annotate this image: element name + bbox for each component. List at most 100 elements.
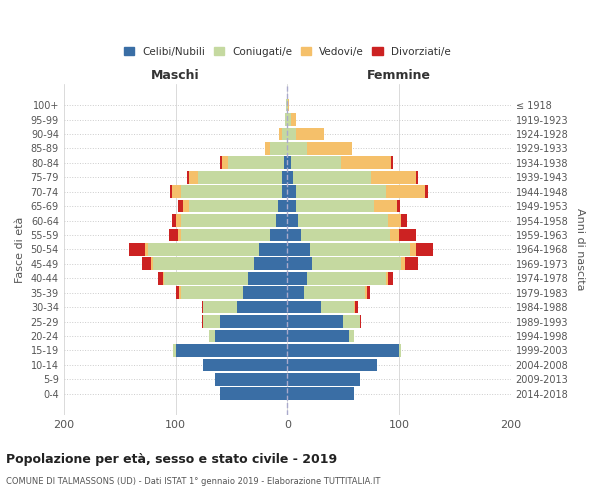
Bar xyxy=(287,330,349,342)
Bar xyxy=(410,243,416,256)
Bar xyxy=(202,301,203,314)
Bar xyxy=(360,315,361,328)
Y-axis label: Fasce di età: Fasce di età xyxy=(15,216,25,282)
Bar xyxy=(281,171,287,183)
Bar xyxy=(287,344,399,357)
Bar xyxy=(220,156,223,169)
Bar xyxy=(220,315,287,328)
Bar xyxy=(169,228,178,241)
Bar xyxy=(290,156,341,169)
Bar xyxy=(181,228,271,241)
Bar xyxy=(304,286,365,299)
Bar xyxy=(401,214,407,227)
Bar xyxy=(287,228,301,241)
Bar xyxy=(176,286,179,299)
Bar xyxy=(145,243,148,256)
Bar xyxy=(172,214,176,227)
Text: Popolazione per età, sesso e stato civile - 2019: Popolazione per età, sesso e stato civil… xyxy=(6,452,337,466)
Bar xyxy=(128,243,145,256)
Bar xyxy=(181,214,276,227)
Bar xyxy=(202,315,203,328)
Bar xyxy=(287,286,304,299)
Bar xyxy=(153,258,254,270)
Bar xyxy=(343,315,360,328)
Bar xyxy=(296,128,324,140)
Bar xyxy=(386,272,388,284)
Bar xyxy=(184,200,189,212)
Bar xyxy=(284,156,287,169)
Bar xyxy=(287,142,307,154)
Bar xyxy=(287,156,290,169)
Bar xyxy=(355,301,358,314)
Bar xyxy=(203,358,287,371)
Bar xyxy=(399,344,401,357)
Bar xyxy=(198,171,281,183)
Bar xyxy=(287,373,360,386)
Bar xyxy=(271,228,287,241)
Text: Femmine: Femmine xyxy=(367,69,431,82)
Text: COMUNE DI TALMASSONS (UD) - Dati ISTAT 1° gennaio 2019 - Elaborazione TUTTITALIA: COMUNE DI TALMASSONS (UD) - Dati ISTAT 1… xyxy=(6,478,380,486)
Bar xyxy=(151,258,153,270)
Bar xyxy=(172,186,181,198)
Bar xyxy=(163,272,164,284)
Bar xyxy=(237,301,287,314)
Bar xyxy=(259,243,287,256)
Bar xyxy=(287,243,310,256)
Bar xyxy=(242,286,287,299)
Bar xyxy=(187,171,189,183)
Bar xyxy=(254,258,287,270)
Bar xyxy=(158,272,163,284)
Bar xyxy=(276,214,287,227)
Bar xyxy=(179,286,181,299)
Bar xyxy=(371,171,416,183)
Bar xyxy=(287,99,289,112)
Bar xyxy=(287,388,354,400)
Bar xyxy=(209,330,215,342)
Bar xyxy=(178,200,184,212)
Bar xyxy=(173,344,176,357)
Bar xyxy=(287,358,377,371)
Bar xyxy=(416,243,433,256)
Bar xyxy=(312,258,401,270)
Bar xyxy=(354,301,355,314)
Bar xyxy=(365,286,367,299)
Bar xyxy=(416,171,418,183)
Bar xyxy=(296,200,374,212)
Bar xyxy=(388,214,401,227)
Bar xyxy=(215,373,287,386)
Bar xyxy=(287,258,312,270)
Bar xyxy=(390,228,399,241)
Bar xyxy=(271,142,287,154)
Bar xyxy=(287,214,298,227)
Bar xyxy=(142,258,151,270)
Bar xyxy=(388,272,394,284)
Bar xyxy=(164,272,248,284)
Bar xyxy=(228,156,284,169)
Bar xyxy=(310,243,410,256)
Bar xyxy=(401,258,404,270)
Bar xyxy=(404,258,418,270)
Bar xyxy=(425,186,428,198)
Bar xyxy=(386,186,425,198)
Bar xyxy=(286,99,287,112)
Bar xyxy=(287,200,296,212)
Bar xyxy=(176,214,181,227)
Bar xyxy=(374,200,397,212)
Bar xyxy=(203,301,237,314)
Bar xyxy=(181,286,242,299)
Bar xyxy=(220,388,287,400)
Bar xyxy=(296,186,386,198)
Bar xyxy=(170,186,172,198)
Bar xyxy=(148,243,259,256)
Bar xyxy=(287,128,296,140)
Bar xyxy=(189,200,278,212)
Bar xyxy=(189,171,198,183)
Bar xyxy=(397,200,400,212)
Bar xyxy=(176,344,287,357)
Bar xyxy=(367,286,370,299)
Bar xyxy=(307,142,352,154)
Bar xyxy=(285,113,287,126)
Bar xyxy=(307,272,386,284)
Bar xyxy=(399,228,416,241)
Bar xyxy=(181,186,281,198)
